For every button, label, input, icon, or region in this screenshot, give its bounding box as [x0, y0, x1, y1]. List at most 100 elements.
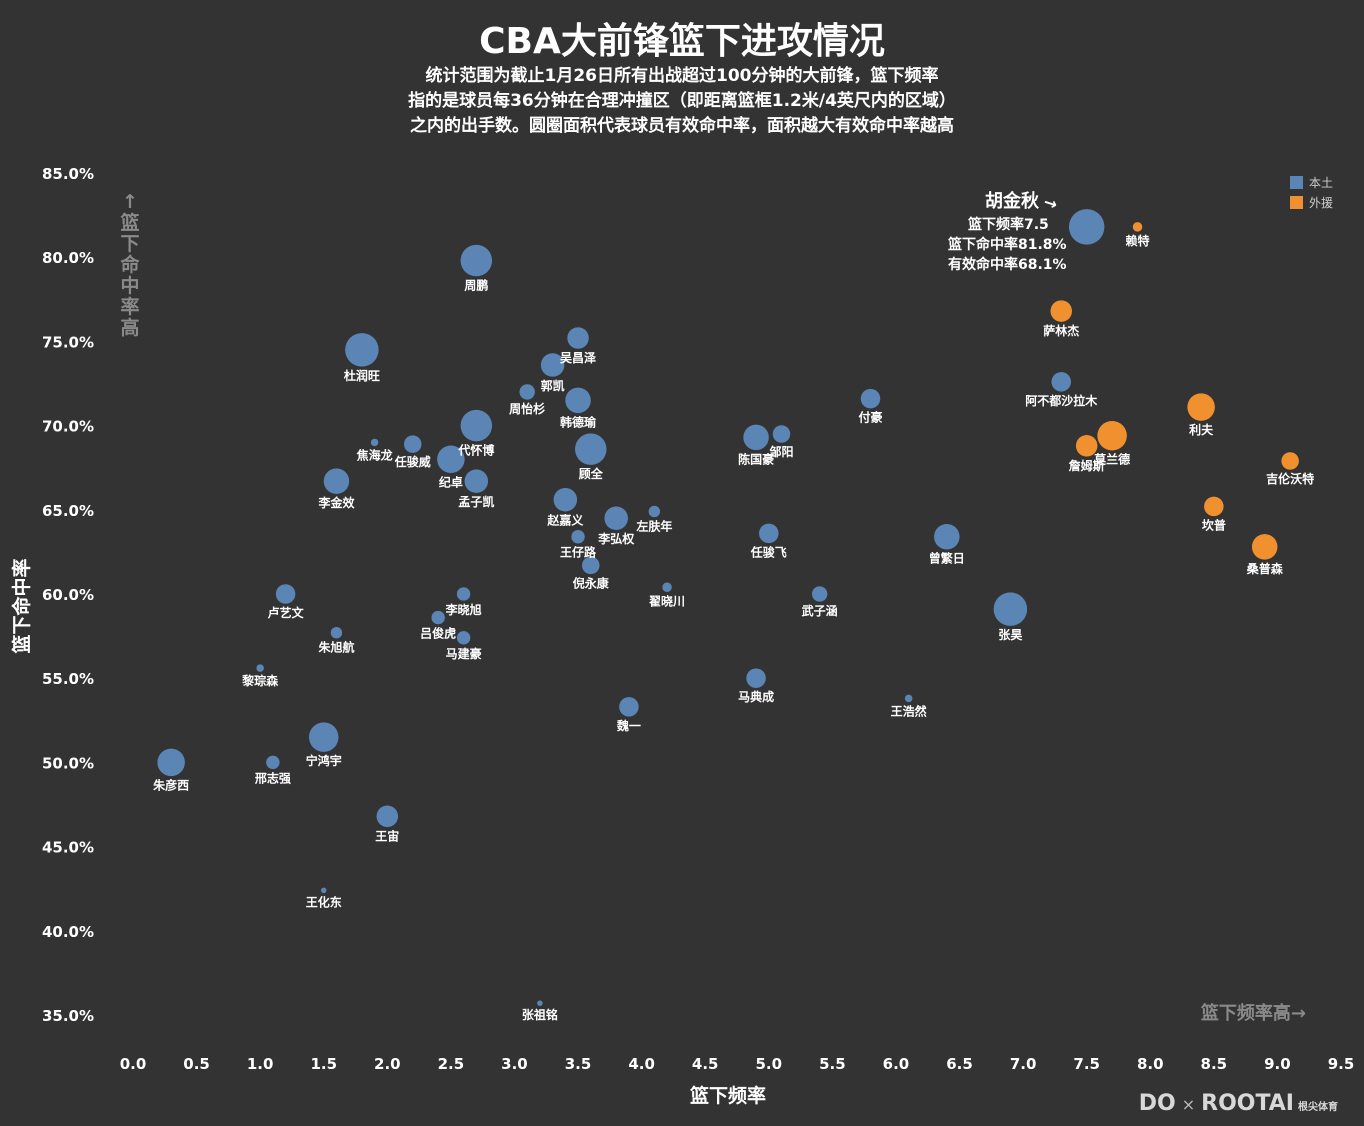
x-tick-label: 4.0	[628, 1055, 655, 1073]
y-arrow-char: 中	[120, 274, 139, 297]
y-tick-label: 50.0%	[42, 754, 94, 772]
data-point	[581, 556, 601, 575]
data-point	[460, 244, 493, 277]
data-point	[464, 468, 489, 494]
point-label: 坎普	[1202, 517, 1226, 532]
y-tick-label: 60.0%	[42, 586, 94, 604]
data-point	[1050, 299, 1073, 323]
point-label: 吴昌泽	[560, 351, 596, 365]
data-point	[566, 326, 590, 350]
highlight-name: 胡金秋	[985, 190, 1040, 212]
point-label: 左肤年	[635, 518, 672, 533]
data-point	[1280, 451, 1300, 471]
point-label: 杜润旺	[344, 368, 380, 383]
data-point	[320, 887, 327, 894]
data-point	[536, 999, 544, 1007]
y-tick-label: 80.0%	[42, 249, 94, 267]
data-point	[1068, 208, 1105, 246]
data-point	[1096, 420, 1128, 451]
y-axis-label: 篮下命中率	[10, 558, 33, 654]
y-arrow-char: 率	[120, 295, 139, 318]
point-label: 李弘权	[597, 531, 635, 546]
data-point	[1251, 533, 1278, 561]
data-point	[618, 696, 640, 718]
point-label: 卢艺文	[268, 605, 305, 620]
data-point	[370, 438, 379, 447]
data-point	[265, 755, 281, 770]
point-label: 赵嘉义	[546, 513, 584, 528]
subtitle-line-2: 指的是球员每36分钟在合理冲撞区（即距离篮框1.2米/4英尺内的区域）	[408, 91, 956, 111]
x-tick-label: 2.5	[438, 1055, 465, 1073]
subtitle-line-3: 之内的出手数。圆圈面积代表球员有效命中率，面积越大有效命中率越高	[410, 116, 954, 136]
data-point	[376, 805, 399, 828]
point-label: 黎琮森	[242, 673, 279, 688]
x-tick-label: 3.5	[565, 1055, 592, 1073]
point-label: 郭凯	[541, 378, 565, 393]
x-tick-label: 8.0	[1137, 1055, 1164, 1073]
logo-mark: DO	[1138, 1091, 1176, 1116]
data-point	[648, 505, 661, 518]
point-label: 武子涵	[802, 603, 838, 618]
data-point	[275, 583, 296, 605]
point-label: 王化东	[306, 894, 342, 909]
data-point	[308, 721, 339, 753]
data-point	[518, 383, 536, 401]
data-point	[430, 610, 446, 625]
y-arrow-char: 命	[120, 253, 140, 276]
point-label: 张昊	[998, 627, 1022, 642]
legend-label: 外援	[1309, 196, 1333, 210]
x-tick-label: 5.0	[756, 1055, 783, 1073]
data-point	[344, 332, 380, 368]
data-point	[323, 467, 350, 495]
point-label: 任骏飞	[750, 544, 787, 559]
y-arrow-char: 下	[120, 233, 139, 255]
x-tick-label: 5.5	[819, 1055, 846, 1073]
subtitle-line-1: 统计范围为截止1月26日所有出战超过100分钟的大前锋，篮下频率	[425, 66, 939, 86]
legend-label: 本土	[1309, 176, 1333, 190]
x-axis-label: 篮下频率	[689, 1084, 766, 1107]
y-arrow-char: ↑	[122, 191, 138, 213]
y-tick-label: 75.0%	[42, 333, 94, 351]
x-tick-label: 3.0	[501, 1055, 528, 1073]
x-tick-label: 0.5	[183, 1055, 210, 1073]
point-label: 任骏威	[394, 454, 431, 469]
point-label: 利夫	[1189, 422, 1214, 437]
data-point	[860, 388, 881, 409]
point-label: 李晓旭	[445, 602, 482, 617]
highlight-line: 篮下频率7.5	[967, 216, 1049, 233]
point-label: 周怡杉	[509, 401, 545, 416]
legend-swatch	[1290, 176, 1303, 189]
point-label: 魏一	[616, 718, 641, 733]
data-point	[661, 582, 673, 593]
data-point	[403, 434, 422, 454]
point-label: 詹姆斯	[1069, 458, 1105, 473]
point-label: 李金效	[317, 495, 355, 510]
data-point	[553, 487, 578, 512]
chart-title: CBA大前锋篮下进攻情况	[479, 21, 885, 62]
data-point	[742, 424, 770, 451]
x-arrow-text: 篮下频率高→	[1200, 1002, 1306, 1024]
data-point	[330, 626, 343, 639]
data-point	[540, 352, 565, 378]
point-label: 代怀博	[457, 443, 494, 458]
x-tick-label: 1.5	[310, 1055, 337, 1073]
point-label: 焦海龙	[356, 447, 393, 462]
point-label: 顾全	[579, 466, 604, 481]
point-label: 赖特	[1126, 233, 1150, 248]
data-point	[1051, 371, 1072, 393]
data-point	[904, 694, 913, 703]
y-tick-label: 40.0%	[42, 923, 94, 941]
x-tick-label: 2.0	[374, 1055, 401, 1073]
highlight-arrow: →	[1041, 192, 1060, 214]
y-tick-label: 45.0%	[42, 839, 94, 857]
point-label: 韩德瑜	[560, 414, 597, 429]
data-point	[1075, 434, 1098, 458]
x-tick-label: 8.5	[1201, 1055, 1228, 1073]
point-label: 吉伦沃特	[1266, 471, 1314, 486]
x-tick-label: 6.0	[883, 1055, 910, 1073]
data-point	[156, 748, 186, 777]
data-point	[993, 591, 1028, 627]
y-tick-label: 35.0%	[42, 1007, 94, 1025]
y-tick-label: 65.0%	[42, 502, 94, 520]
point-label: 王仔路	[560, 545, 597, 560]
